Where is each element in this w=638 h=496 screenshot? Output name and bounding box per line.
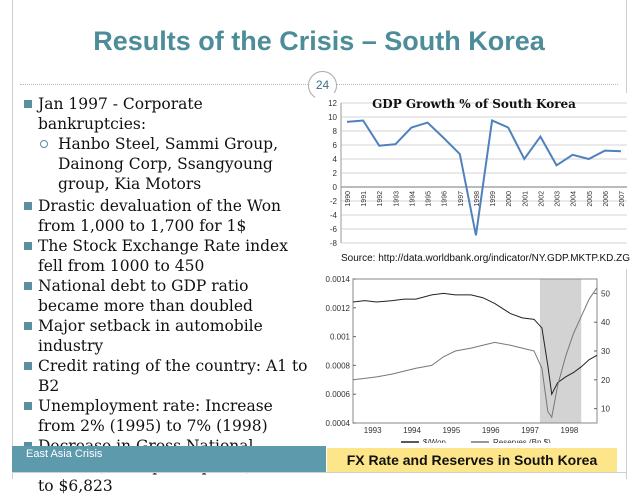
gdp-y-tick-label: 4 <box>333 155 338 164</box>
footer-bar <box>12 446 326 472</box>
gdp-y-tick-label: 10 <box>328 113 337 122</box>
bullet-text: Unemployment rate: Increase from 2% (199… <box>38 397 273 435</box>
fx-right-tick-label: 30 <box>601 347 610 356</box>
fx-x-tick-label: 1994 <box>403 426 421 435</box>
fx-x-tick-label: 1993 <box>364 426 382 435</box>
fx-x-tick-label: 1995 <box>442 426 460 435</box>
gdp-growth-chart: -8 -6 -4 -2 0 2 4 6 8 10 12 1990 1991 1992 1993 1994 199… <box>315 93 633 269</box>
square-bullet-icon <box>24 282 32 290</box>
fx-right-tick-label: 20 <box>601 376 610 385</box>
fx-chart-svg: 0.0014 0.0012 0.001 0.0008 0.0006 0.0004 50 40 3… <box>326 275 611 447</box>
gdp-x-tick-label: 2004 <box>571 191 578 207</box>
fx-chart-caption: FX Rate and Reserves in South Korea <box>327 448 617 472</box>
gdp-x-tick-label: 2001 <box>522 191 529 207</box>
square-bullet-icon <box>24 100 32 108</box>
gdp-y-tick-label: -2 <box>330 197 338 206</box>
gdp-chart-title: GDP Growth % of South Korea <box>372 97 576 111</box>
gdp-y-tick-label: 6 <box>333 141 338 150</box>
gdp-x-tick-label: 1996 <box>442 191 449 207</box>
fx-x-tick-label: 1997 <box>521 426 539 435</box>
gdp-x-tick-label: 1998 <box>474 191 481 207</box>
gdp-x-tick-label: 2000 <box>506 191 513 207</box>
bullet-text: Jan 1997 - Corporate bankruptcies: <box>38 95 203 133</box>
fx-left-tick-label: 0.0008 <box>326 361 351 370</box>
bullet-text: Drastic devaluation of the Won from 1,00… <box>38 197 282 235</box>
bullet-text: The Stock Exchange Rate index fell from … <box>38 237 288 275</box>
circle-bullet-icon <box>40 140 48 148</box>
gdp-chart-source: Source: http://data.worldbank.org/indica… <box>341 253 631 264</box>
sub-bullet-text: Hanbo Steel, Sammi Group, Dainong Corp, … <box>58 135 279 193</box>
gdp-y-tick-label: -6 <box>330 225 338 234</box>
gdp-x-tick-label: 1997 <box>458 191 465 207</box>
gdp-x-tick-label: 1991 <box>361 191 368 207</box>
fx-left-tick-label: 0.001 <box>330 333 351 342</box>
fx-x-tick-label: 1998 <box>561 426 579 435</box>
gdp-y-tick-label: -8 <box>330 239 338 248</box>
bullet-item: The Stock Exchange Rate index fell from … <box>10 236 310 276</box>
bullet-list: Jan 1997 - Corporate bankruptcies: Hanbo… <box>10 94 310 496</box>
reserves-legend-label: Reserves (Bn.$) <box>493 438 551 443</box>
gdp-chart-svg: -8 -6 -4 -2 0 2 4 6 8 10 12 1990 1991 1992 1993 1994 199… <box>328 99 627 248</box>
bullet-item: Jan 1997 - Corporate bankruptcies: <box>10 94 310 134</box>
crisis-shaded-region <box>539 279 582 423</box>
gdp-y-tick-label: 0 <box>333 183 338 192</box>
bullet-item: Major setback in automobile industry <box>10 316 310 356</box>
fx-x-tick-label: 1996 <box>482 426 500 435</box>
gdp-growth-line <box>346 119 622 236</box>
fx-right-tick-label: 10 <box>601 405 610 414</box>
fx-left-tick-label: 0.0004 <box>326 419 351 428</box>
square-bullet-icon <box>24 322 32 330</box>
square-bullet-icon <box>24 242 32 250</box>
footer-text: East Asia Crisis <box>26 448 103 460</box>
square-bullet-icon <box>24 402 32 410</box>
gdp-x-tick-label: 1992 <box>377 191 384 207</box>
bullet-text: Credit rating of the country: A1 to B2 <box>38 357 308 395</box>
gdp-x-tick-label: 1993 <box>393 191 400 207</box>
fx-right-tick-label: 40 <box>601 318 610 327</box>
won-rate-line <box>352 292 598 396</box>
gdp-x-tick-label: 2006 <box>603 191 610 207</box>
fx-left-tick-label: 0.0014 <box>326 275 351 284</box>
reserves-line <box>352 287 598 419</box>
fx-right-tick-label: 50 <box>601 289 610 298</box>
gdp-x-tick-label: 2003 <box>555 191 562 207</box>
bullet-text: Major setback in automobile industry <box>38 317 263 355</box>
slide-title: Results of the Crisis – South Korea <box>93 26 545 56</box>
gdp-y-tick-label: 2 <box>333 169 338 178</box>
square-bullet-icon <box>24 362 32 370</box>
fx-left-tick-label: 0.0012 <box>326 304 351 313</box>
gdp-x-tick-label: 2007 <box>619 191 626 207</box>
gdp-y-tick-label: -4 <box>330 211 338 220</box>
gdp-x-tick-label: 1999 <box>490 191 497 207</box>
gdp-x-tick-label: 2002 <box>538 191 545 207</box>
fx-left-tick-label: 0.0006 <box>326 390 351 399</box>
square-bullet-icon <box>24 202 32 210</box>
won-legend-label: $/Won <box>423 438 446 443</box>
gdp-y-tick-label: 12 <box>328 99 337 108</box>
gdp-y-tick-label: 8 <box>333 127 338 136</box>
gdp-x-tick-label: 2005 <box>587 191 594 207</box>
left-border-line <box>12 0 13 479</box>
gdp-x-tick-label: 1990 <box>345 191 352 207</box>
bullet-item: Credit rating of the country: A1 to B2 <box>10 356 310 396</box>
gdp-x-tick-label: 1995 <box>426 191 433 207</box>
bullet-item: National debt to GDP ratio became more t… <box>10 276 310 316</box>
bullet-item: Drastic devaluation of the Won from 1,00… <box>10 196 310 236</box>
bullet-text: National debt to GDP ratio became more t… <box>38 277 253 315</box>
sub-bullet-item: Hanbo Steel, Sammi Group, Dainong Corp, … <box>10 134 310 194</box>
gdp-x-tick-label: 1994 <box>409 191 416 207</box>
fx-reserves-chart: 0.0014 0.0012 0.001 0.0008 0.0006 0.0004 50 40 3… <box>315 273 619 447</box>
bottom-border-line <box>12 472 626 473</box>
bullet-item: Unemployment rate: Increase from 2% (199… <box>10 396 310 436</box>
